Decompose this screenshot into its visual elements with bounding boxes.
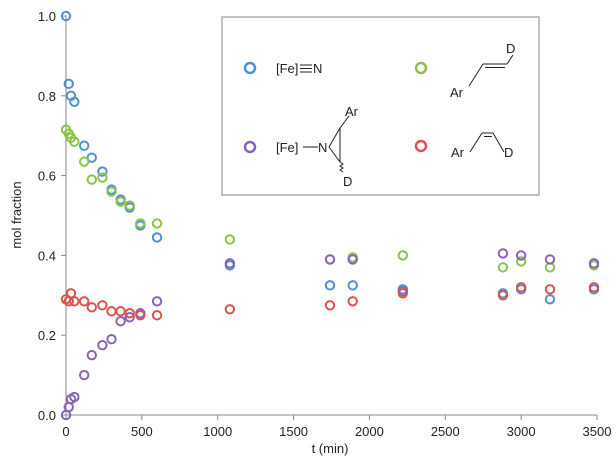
x-tick-label: 2000 <box>355 424 384 439</box>
data-point-nitride <box>60 10 72 22</box>
data-point-trans_styrene <box>515 256 527 267</box>
data-point-aziridine <box>69 391 80 403</box>
data-point-trans_styrene <box>397 250 409 261</box>
data-point-aziridine <box>106 333 117 345</box>
data-point-aziridine <box>347 254 358 265</box>
trans-styrene-structure-icon <box>468 54 514 87</box>
data-point-nitride <box>86 152 97 163</box>
data-point-cis_styrene <box>69 296 80 307</box>
data-point-trans_styrene <box>224 234 236 245</box>
data-point-aziridine <box>97 339 108 351</box>
data-point-trans_styrene <box>115 196 126 207</box>
data-point-cis_styrene <box>124 308 135 319</box>
legend-marker-cis-styrene <box>414 139 428 153</box>
x-tick-label: 3500 <box>583 424 612 439</box>
data-point-trans_styrene <box>69 136 80 147</box>
data-point-nitride <box>151 232 163 243</box>
data-point-cis_styrene <box>115 306 126 317</box>
legend-box <box>221 16 540 196</box>
triple-bond-icon <box>300 64 312 73</box>
data-point-cis_styrene <box>86 302 97 313</box>
data-point-nitride <box>79 140 90 151</box>
data-point-aziridine <box>324 254 336 265</box>
data-point-cis_styrene <box>97 300 108 311</box>
data-point-aziridine <box>224 258 236 269</box>
data-point-trans_styrene <box>135 218 146 229</box>
data-point-aziridine <box>515 250 527 261</box>
y-tick-label: 0.6 <box>38 169 56 184</box>
legend-aziridine-fe: [Fe] <box>276 140 298 155</box>
data-point-cis_styrene <box>588 282 600 293</box>
data-point-cis_styrene <box>324 300 336 311</box>
data-point-cis_styrene <box>106 306 117 317</box>
data-point-aziridine <box>497 248 509 259</box>
data-point-aziridine <box>588 258 600 269</box>
legend-cis-d: D <box>504 145 513 160</box>
data-point-aziridine <box>86 349 97 361</box>
legend-aziridine-ar: Ar <box>345 104 359 119</box>
y-tick-label: 1.0 <box>38 9 56 24</box>
data-point-nitride <box>347 280 358 291</box>
data-point-aziridine <box>544 254 556 265</box>
data-point-nitride <box>97 166 108 177</box>
data-point-cis_styrene <box>79 296 90 307</box>
legend-aziridine-d: D <box>343 174 352 189</box>
data-point-aziridine <box>124 312 135 323</box>
data-point-nitride <box>69 96 80 107</box>
aziridine-ring-icon <box>328 115 350 173</box>
y-tick-label: 0.2 <box>38 328 56 343</box>
x-tick-label: 1500 <box>279 424 308 439</box>
data-point-trans_styrene <box>124 200 135 211</box>
data-point-trans_styrene <box>86 174 97 185</box>
data-point-cis_styrene <box>224 304 236 315</box>
legend: [Fe] N Ar D [Fe] N Ar D <box>221 16 540 196</box>
data-point-nitride <box>63 78 74 90</box>
data-point-aziridine <box>151 296 163 307</box>
data-point-cis_styrene <box>544 284 556 295</box>
legend-trans-ar: Ar <box>450 85 464 100</box>
cis-styrene-structure-icon <box>469 132 505 153</box>
legend-cis-ar: Ar <box>451 145 465 160</box>
data-point-trans_styrene <box>106 186 117 197</box>
y-axis-title: mol fraction <box>9 181 24 248</box>
x-tick-label: 500 <box>131 424 153 439</box>
data-point-trans_styrene <box>151 218 163 229</box>
data-point-cis_styrene <box>151 310 163 321</box>
data-point-trans_styrene <box>497 262 509 273</box>
data-point-cis_styrene <box>497 290 509 301</box>
data-point-cis_styrene <box>397 288 409 299</box>
x-axis-title: t (min) <box>312 441 349 456</box>
data-point-trans_styrene <box>97 172 108 183</box>
x-tick-label: 0 <box>62 424 69 439</box>
legend-nitride-fe: [Fe] <box>276 61 298 76</box>
data-point-aziridine <box>115 316 126 327</box>
legend-marker-trans-styrene <box>414 61 428 75</box>
x-tick-label: 2500 <box>431 424 460 439</box>
legend-trans-d: D <box>506 41 515 56</box>
data-point-cis_styrene <box>347 296 358 307</box>
y-tick-label: 0.8 <box>38 89 56 104</box>
data-point-trans_styrene <box>79 156 90 167</box>
data-point-cis_styrene <box>515 282 527 293</box>
data-point-cis_styrene <box>135 310 146 321</box>
legend-marker-nitride <box>243 61 257 75</box>
legend-aziridine-n: N <box>318 140 327 155</box>
data-point-nitride <box>544 294 556 305</box>
x-tick-label: 3000 <box>507 424 536 439</box>
points-layer <box>60 10 600 421</box>
x-tick-label: 1000 <box>203 424 232 439</box>
y-tick-label: 0.4 <box>38 248 56 263</box>
ticks-layer: 0 500 1000 1500 2000 2500 3000 3500 0.0 0.2 0.4 0.6… <box>38 9 612 439</box>
data-point-aziridine <box>79 369 90 381</box>
legend-nitride-n: N <box>313 61 322 76</box>
data-point-nitride <box>324 280 336 291</box>
y-tick-label: 0.0 <box>38 408 56 423</box>
legend-marker-aziridine <box>243 140 257 154</box>
